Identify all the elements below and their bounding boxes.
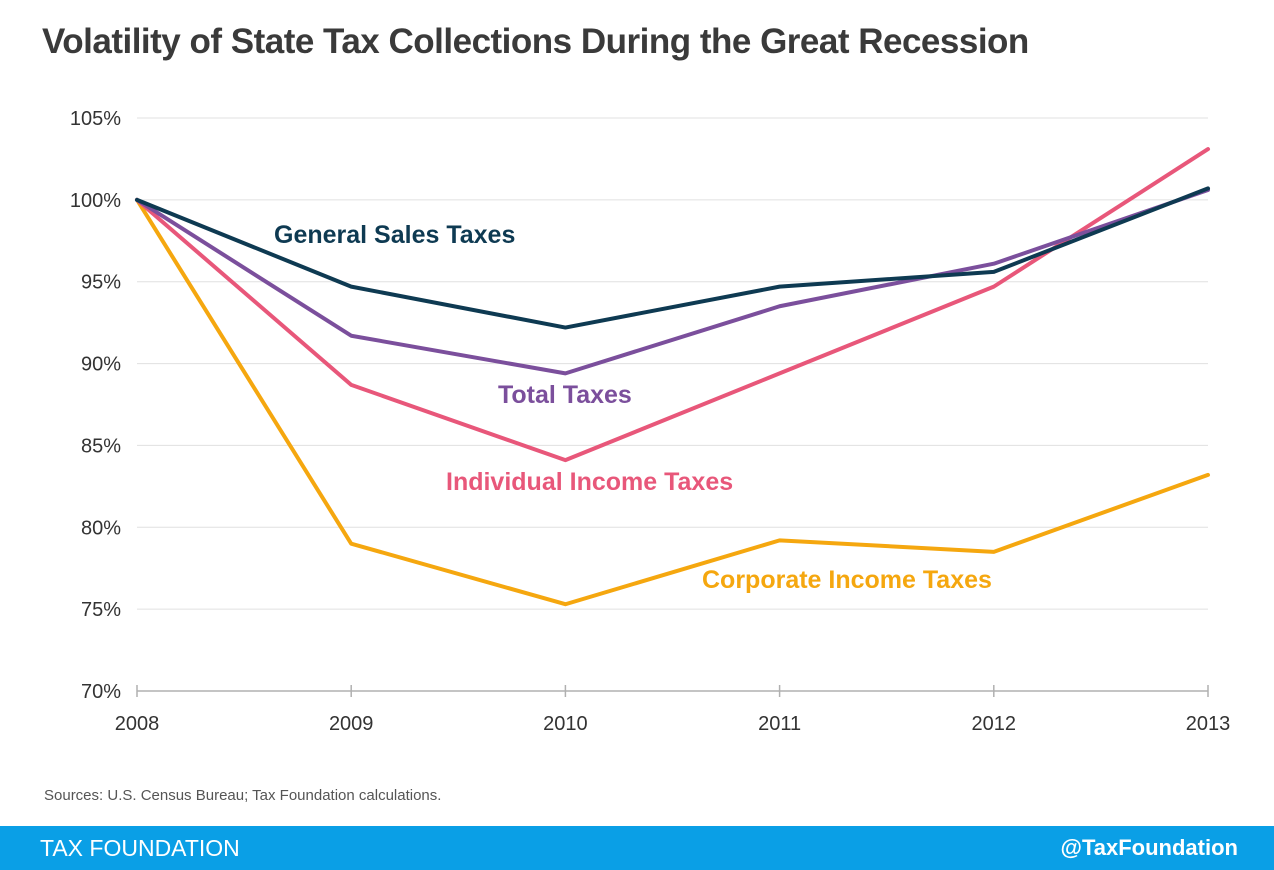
y-tick-label: 70% <box>81 681 121 703</box>
series-label: General Sales Taxes <box>274 221 515 249</box>
series-label: Individual Income Taxes <box>446 468 733 496</box>
y-tick-label: 100% <box>70 190 121 212</box>
series-label: Total Taxes <box>498 381 632 409</box>
gridlines <box>137 117 1208 610</box>
y-tick-label: 105% <box>70 108 121 130</box>
source-note: Sources: U.S. Census Bureau; Tax Foundat… <box>44 787 442 804</box>
series-line <box>135 197 1210 607</box>
series-line <box>135 188 1210 376</box>
chart-title: Volatility of State Tax Collections Duri… <box>42 22 1029 61</box>
y-tick-label: 90% <box>81 354 121 376</box>
series-lines <box>135 147 1210 607</box>
series-labels: General Sales Taxes Total Taxes Individual… <box>274 221 992 594</box>
x-tick-label: 2013 <box>1186 713 1231 735</box>
line-chart: 70%75%80%85%90%95%100%105% 2008 2009 2010 2… <box>70 108 1231 735</box>
y-tick-label: 95% <box>81 272 121 294</box>
x-tick-label: 2011 <box>758 713 801 735</box>
y-tick-label: 80% <box>81 517 121 539</box>
footer-brand: TAX FOUNDATION <box>40 835 240 861</box>
series-label: Corporate Income Taxes <box>702 566 992 594</box>
series-line <box>135 147 1210 463</box>
footer-bar: TAX FOUNDATION @TaxFoundation <box>0 826 1274 870</box>
y-tick-label: 75% <box>81 599 121 621</box>
y-axis-labels: 70% 75% 80% 85% 90% 95% 100% 105% <box>70 108 121 703</box>
footer-handle: @TaxFoundation <box>1060 835 1238 860</box>
y-tick-label: 85% <box>81 435 121 457</box>
x-tick-label: 2009 <box>329 713 374 735</box>
series-line <box>135 186 1210 330</box>
x-tick-label: 2012 <box>972 713 1017 735</box>
x-axis-labels: 2008 2009 2010 2011 2012 2013 <box>115 713 1231 735</box>
x-axis <box>136 685 1209 697</box>
x-tick-label: 2010 <box>543 713 588 735</box>
x-tick-label: 2008 <box>115 713 160 735</box>
